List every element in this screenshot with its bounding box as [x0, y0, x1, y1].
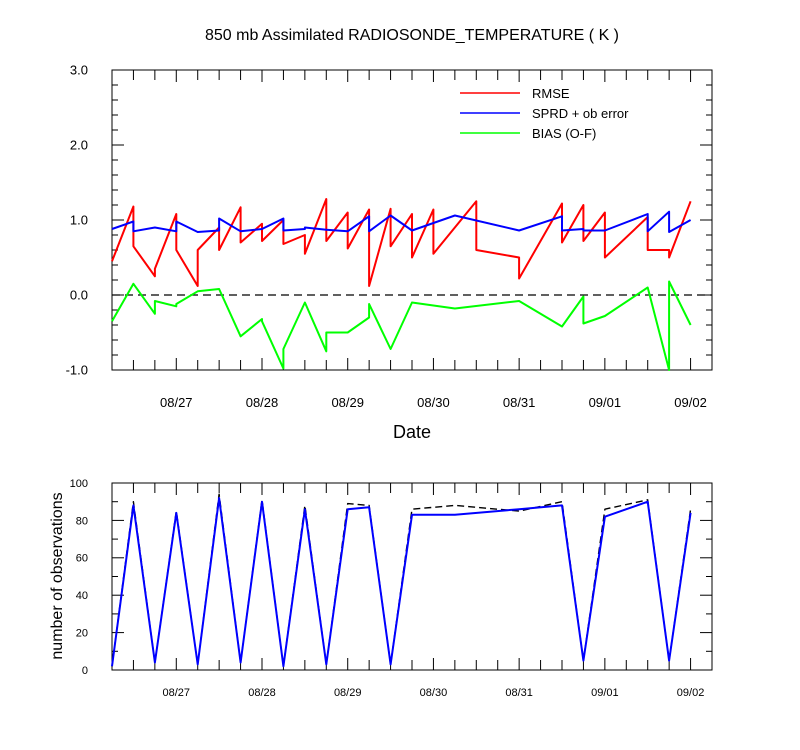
y-tick-label-100: 100: [70, 478, 88, 490]
bottom-chart: 08/27 08/28 08/29 08/30 08/31 09/01 09/02 0 20 40…: [49, 478, 713, 699]
legend-label-sprd: SPRD + ob error: [532, 106, 629, 121]
x-tick-label-08-28: 08/28: [246, 395, 279, 410]
x-tick-label-09-02: 09/02: [677, 687, 705, 699]
x-tick-label-08-27: 08/27: [160, 395, 193, 410]
series-line-bias-o-f: [111, 280, 692, 371]
x-tick-label-08-31: 08/31: [505, 687, 533, 699]
x-tick-label-08-31: 08/31: [503, 395, 536, 410]
legend: RMSE SPRD + ob error BIAS (O-F): [460, 86, 629, 141]
x-tick-label-08-27: 08/27: [163, 687, 191, 699]
y-tick-label-0: 0: [82, 665, 88, 677]
x-tick-label-08-28: 08/28: [248, 687, 276, 699]
series-line-sprd-ob-error: [111, 210, 692, 233]
y-tick-label-60: 60: [76, 553, 88, 565]
y-tick-label-1-0: -1.0: [66, 363, 88, 378]
x-tick-label-08-30: 08/30: [417, 395, 450, 410]
series-line-rmse: [111, 198, 692, 287]
bottom-chart-ylabel: number of observations: [49, 492, 66, 659]
y-tick-label-3-0: 3.0: [70, 63, 88, 78]
top-chart-xlabel: Date: [393, 422, 431, 442]
x-tick-label-08-30: 08/30: [420, 687, 448, 699]
y-tick-label-1-0: 1.0: [70, 213, 88, 228]
x-tick-label-09-01: 09/01: [589, 395, 622, 410]
bottom-chart-series: [111, 493, 692, 668]
series-line-assimilated: [111, 497, 692, 668]
x-tick-label-09-02: 09/02: [674, 395, 707, 410]
y-tick-label-2-0: 2.0: [70, 138, 88, 153]
top-chart-title: 850 mb Assimilated RADIOSONDE_TEMPERATUR…: [205, 27, 619, 44]
top-chart-ticks: 08/27 08/28 08/29 08/30 08/31 09/01 09/02 -1.0 0…: [66, 63, 712, 410]
top-chart: 850 mb Assimilated RADIOSONDE_TEMPERATUR…: [66, 27, 713, 442]
y-tick-label-80: 80: [76, 515, 88, 527]
legend-label-rmse: RMSE: [532, 86, 570, 101]
x-tick-label-09-01: 09/01: [591, 687, 619, 699]
legend-label-bias: BIAS (O-F): [532, 126, 596, 141]
y-tick-label-0-0: 0.0: [70, 288, 88, 303]
top-chart-series: [111, 198, 692, 371]
bottom-chart-ticks: 08/27 08/28 08/29 08/30 08/31 09/01 09/02 0 20 40…: [70, 478, 712, 699]
y-tick-label-40: 40: [76, 590, 88, 602]
y-tick-label-20: 20: [76, 627, 88, 639]
x-tick-label-08-29: 08/29: [334, 687, 362, 699]
x-tick-label-08-29: 08/29: [331, 395, 364, 410]
